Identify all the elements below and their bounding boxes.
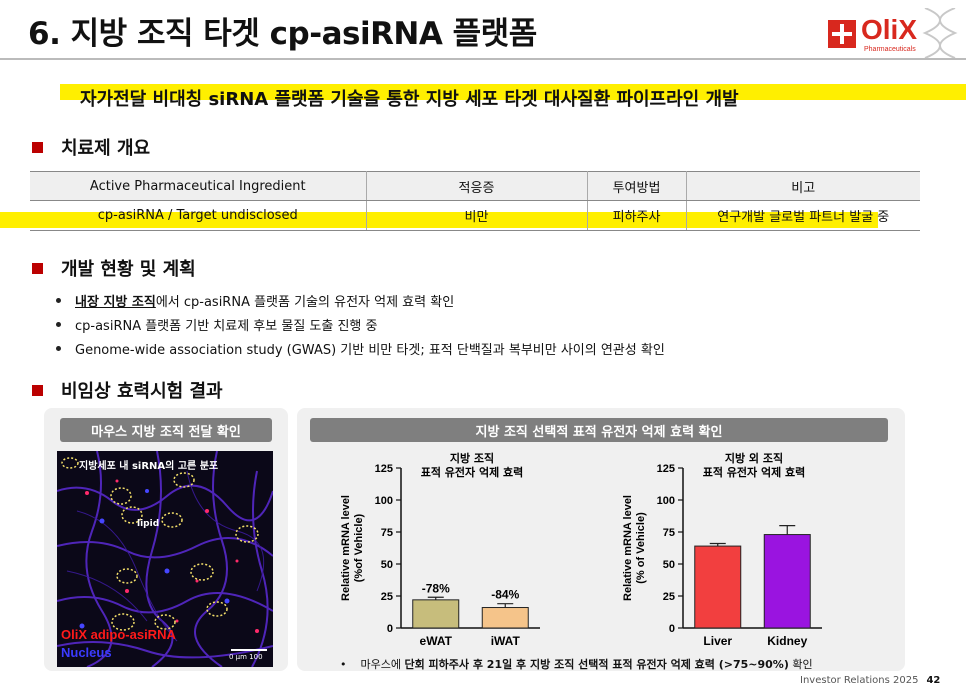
y-tick-label: 50 <box>381 559 393 571</box>
section-status-label: 개발 현황 및 계획 <box>61 259 196 280</box>
table-header-cell: 비고 <box>686 171 920 201</box>
y-tick-label: 0 <box>669 623 675 635</box>
chart-title: 표적 유전자 억제 효력 <box>421 465 524 479</box>
y-tick-label: 125 <box>657 463 675 475</box>
x-tick-label: Liver <box>703 634 732 648</box>
gene-suppression-panel-title: 지방 조직 선택적 표적 유전자 억제 효력 확인 <box>310 418 888 442</box>
square-bullet-icon <box>32 262 43 274</box>
micro-caption: 지방세포 내 siRNA의 고른 분포 <box>79 461 219 472</box>
y-tick-label: 125 <box>375 463 393 475</box>
olix-logo-mark-icon <box>828 20 856 48</box>
list-item: cp-asiRNA 플랫폼 기반 치료제 후보 물질 도출 진행 중 <box>56 312 665 336</box>
status-bullet-list: 내장 지방 조직 에서 cp-asiRNA 플랫폼 기술의 유전자 억제 효력 확… <box>56 288 665 360</box>
olix-adipo-asirna-label: OliX adipo-asiRNA <box>61 627 176 642</box>
y-axis-label: (%of Vehicle) <box>353 513 365 582</box>
footnote-pre: 마우스에 <box>360 658 405 671</box>
bullet-bold: 내장 지방 조직 <box>75 294 156 310</box>
y-tick-label: 50 <box>663 559 675 571</box>
scale-bar-label: 0 μm 100 <box>229 653 263 661</box>
y-tick-label: 100 <box>657 495 675 507</box>
chart-title: 지방 조직 <box>450 451 494 465</box>
overview-table: Active Pharmaceutical Ingredient 적응증 투여방… <box>30 171 920 231</box>
title-divider <box>0 58 966 60</box>
bullet-text: cp-asiRNA 플랫폼 기반 치료제 후보 물질 도출 진행 중 <box>75 318 378 334</box>
footnote-post: 확인 <box>788 658 813 671</box>
cell-membrane-network <box>57 451 273 667</box>
section-overview-heading: 치료제 개요 <box>32 134 150 160</box>
logo-tagline: Pharmaceuticals <box>864 46 916 53</box>
list-item: 내장 지방 조직 에서 cp-asiRNA 플랫폼 기술의 유전자 억제 효력 확… <box>56 288 665 312</box>
section-nonclinical-heading: 비임상 효력시험 결과 <box>32 377 223 403</box>
subtitle: 자가전달 비대칭 siRNA 플랫폼 기술을 통한 지방 세포 타겟 대사질환 … <box>80 89 739 110</box>
chart-title: 표적 유전자 억제 효력 <box>703 465 806 479</box>
nucleus-label: Nucleus <box>61 645 112 660</box>
y-axis-label: (% of Vehicle) <box>635 512 647 584</box>
logo-word: OliX <box>861 14 918 45</box>
subtitle-highlight <box>60 84 966 100</box>
footnote-bold: 단회 피하주사 후 21일 후 지방 조직 선택적 표적 유전자 억제 효력 (… <box>404 658 789 671</box>
page-footer: Investor Relations 2025 42 <box>800 675 940 686</box>
page-number: 42 <box>926 675 941 686</box>
chart-title: 지방 외 조직 <box>725 451 783 465</box>
table-cell: 비만 <box>366 200 588 231</box>
y-tick-label: 75 <box>663 527 675 539</box>
y-tick-label: 0 <box>387 623 393 635</box>
table-header-cell: 적응증 <box>366 171 588 201</box>
section-overview-label: 치료제 개요 <box>61 138 151 159</box>
microscopy-image: 지방세포 내 siRNA의 고른 분포 lipid OliX adipo-asi… <box>57 451 273 667</box>
chart-footnote: • 마우스에 단회 피하주사 후 21일 후 지방 조직 선택적 표적 유전자 … <box>340 656 813 672</box>
bar <box>694 545 742 629</box>
bullet-text: 에서 cp-asiRNA 플랫폼 기술의 유전자 억제 효력 확인 <box>155 294 455 310</box>
footer-text: Investor Relations 2025 <box>800 675 919 686</box>
dna-helix-icon <box>922 8 958 58</box>
table-header-cell: 투여방법 <box>587 171 687 201</box>
bullet-dot-icon <box>56 297 61 303</box>
y-tick-label: 75 <box>381 527 393 539</box>
bar-annotation: -84% <box>491 588 519 602</box>
table-row: cp-asiRNA / Target undisclosed 비만 피하주사 연… <box>30 200 920 231</box>
list-item: Genome-wide association study (GWAS) 기반 … <box>56 336 665 360</box>
table-cell: 피하주사 <box>587 200 687 231</box>
y-axis-label: Relative mRNA level <box>622 495 634 601</box>
bar <box>481 607 529 629</box>
bullet-dot-icon: • <box>340 658 361 671</box>
square-bullet-icon <box>32 141 43 153</box>
bar-annotation: -78% <box>422 581 450 595</box>
table-cell: cp-asiRNA / Target undisclosed <box>30 200 367 231</box>
lipid-label: lipid <box>137 519 160 529</box>
y-axis-label: Relative mRNA level <box>340 495 352 601</box>
non-adipose-chart: Relative mRNA level (% of Vehicle) 0 25 50 75… <box>622 451 822 648</box>
bar <box>763 534 811 629</box>
bullet-dot-icon <box>56 345 61 351</box>
x-tick-label: eWAT <box>420 634 453 648</box>
bullet-text: Genome-wide association study (GWAS) 기반 … <box>75 342 665 358</box>
page-title: 6. 지방 조직 타겟 cp-asiRNA 플랫폼 <box>28 16 537 52</box>
y-tick-label: 25 <box>663 591 675 603</box>
table-header-cell: Active Pharmaceutical Ingredient <box>30 171 367 201</box>
table-header-row: Active Pharmaceutical Ingredient 적응증 투여방… <box>30 171 920 201</box>
section-nonclinical-label: 비임상 효력시험 결과 <box>61 381 223 402</box>
y-tick-label: 25 <box>381 591 393 603</box>
x-tick-label: iWAT <box>491 634 521 648</box>
bar <box>412 599 460 629</box>
mouse-delivery-panel-title: 마우스 지방 조직 전달 확인 <box>60 418 272 442</box>
y-tick-label: 100 <box>375 495 393 507</box>
x-tick-label: Kidney <box>767 634 807 648</box>
bullet-dot-icon <box>56 321 61 327</box>
square-bullet-icon <box>32 384 43 396</box>
section-status-heading: 개발 현황 및 계획 <box>32 255 196 281</box>
adipose-chart: Relative mRNA level (%of Vehicle) 0 25 50 75 1… <box>340 451 540 648</box>
olix-logo: OliX Pharmaceuticals <box>828 6 958 58</box>
table-cell: 연구개발 글로벌 파트너 발굴 중 <box>686 200 920 231</box>
